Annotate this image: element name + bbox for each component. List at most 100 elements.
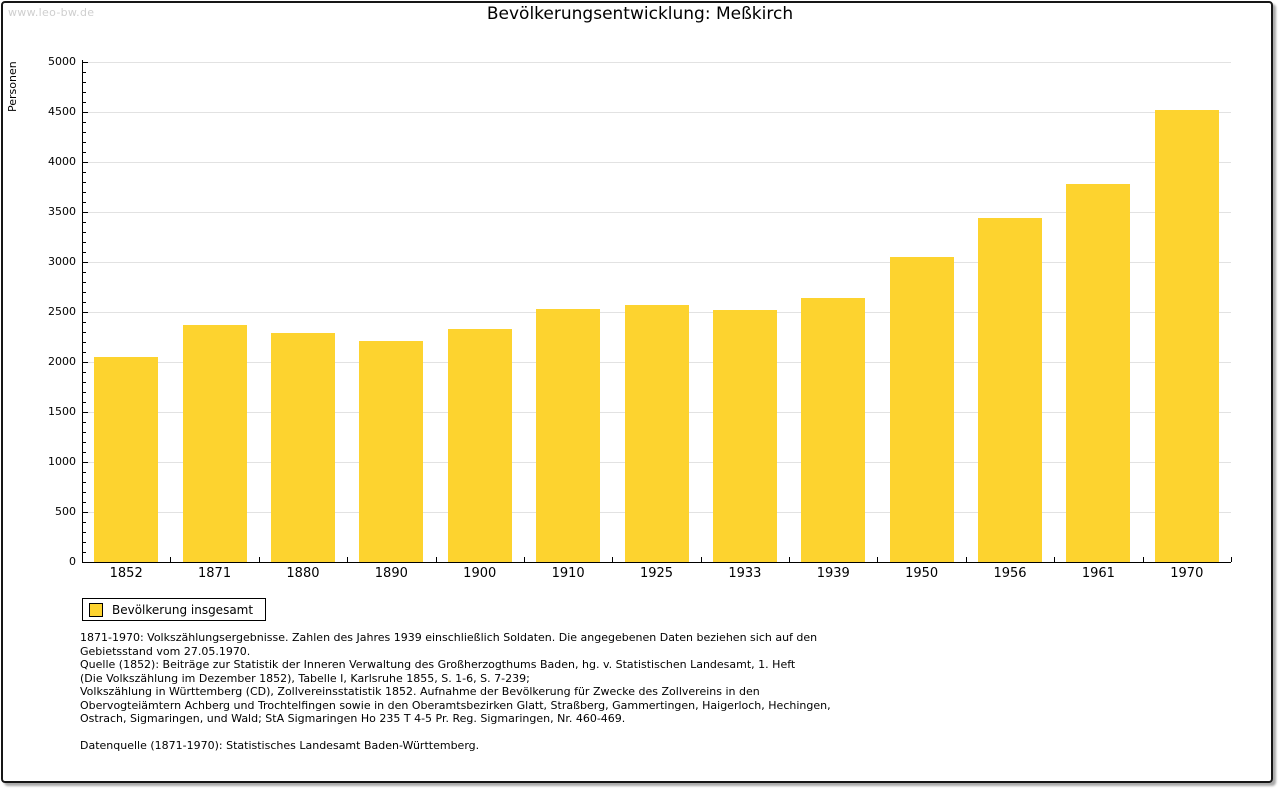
footnote-line: Volkszählung in Württemberg (CD), Zollve… xyxy=(80,685,760,698)
x-tick xyxy=(435,557,437,562)
y-minor-tick xyxy=(83,172,86,173)
x-tick-label: 1961 xyxy=(1081,566,1115,581)
y-minor-tick xyxy=(83,422,86,423)
y-minor-tick xyxy=(83,542,86,543)
y-axis-line xyxy=(82,60,83,562)
y-tick-label: 500 xyxy=(55,505,76,518)
y-tick-label: 1000 xyxy=(48,455,76,468)
x-tick xyxy=(1054,557,1056,562)
y-major-tick xyxy=(83,462,88,463)
y-minor-tick xyxy=(83,292,86,293)
y-major-tick xyxy=(83,62,88,63)
y-minor-tick xyxy=(83,282,86,283)
bar-1933 xyxy=(712,309,777,562)
y-minor-tick xyxy=(83,452,86,453)
y-major-tick xyxy=(83,112,88,113)
y-minor-tick xyxy=(83,442,86,443)
y-minor-tick xyxy=(83,472,86,473)
y-major-tick xyxy=(83,162,88,163)
y-minor-tick xyxy=(83,252,86,253)
y-minor-tick xyxy=(83,492,86,493)
y-tick-label: 1500 xyxy=(48,405,76,418)
y-minor-tick xyxy=(83,322,86,323)
x-tick xyxy=(1231,557,1232,562)
bar-1961 xyxy=(1066,183,1131,562)
x-tick-label: 1933 xyxy=(728,566,762,581)
bar-1890 xyxy=(359,340,424,562)
y-tick-label: 5000 xyxy=(48,55,76,68)
x-tick-label: 1880 xyxy=(286,566,320,581)
legend-label: Bevölkerung insgesamt xyxy=(112,602,254,617)
x-tick xyxy=(612,557,614,562)
y-minor-tick xyxy=(83,132,86,133)
x-tick-label: 1939 xyxy=(816,566,850,581)
watermark-leo-bw: www.leo-bw.de xyxy=(8,6,95,19)
footnote-line: 1871-1970: Volkszählungsergebnisse. Zahl… xyxy=(80,631,818,644)
legend-box: Bevölkerung insgesamt xyxy=(82,598,267,621)
bar-1970 xyxy=(1154,109,1219,562)
x-tick-label: 1871 xyxy=(198,566,232,581)
y-minor-tick xyxy=(83,232,86,233)
y-minor-tick xyxy=(83,502,86,503)
y-minor-tick xyxy=(83,272,86,273)
footnote-datasource: Datenquelle (1871-1970): Statistisches L… xyxy=(80,739,480,752)
bar-1900 xyxy=(447,329,512,562)
y-minor-tick xyxy=(83,82,86,83)
y-minor-tick xyxy=(83,302,86,303)
y-tick-label: 3000 xyxy=(48,255,76,268)
y-major-tick xyxy=(83,362,88,363)
y-minor-tick xyxy=(83,332,86,333)
x-tick-label: 1890 xyxy=(374,566,408,581)
y-minor-tick xyxy=(83,532,86,533)
y-minor-tick xyxy=(83,122,86,123)
y-minor-tick xyxy=(83,202,86,203)
y-minor-tick xyxy=(83,482,86,483)
y-minor-tick xyxy=(83,142,86,143)
y-major-tick xyxy=(83,412,88,413)
x-tick xyxy=(700,557,702,562)
footnotes: 1871-1970: Volkszählungsergebnisse. Zahl… xyxy=(80,631,910,753)
y-minor-tick xyxy=(83,242,86,243)
y-tick-label: 2000 xyxy=(48,355,76,368)
y-minor-tick xyxy=(83,72,86,73)
y-minor-tick xyxy=(83,352,86,353)
x-tick xyxy=(965,557,967,562)
y-minor-tick xyxy=(83,342,86,343)
x-axis-line xyxy=(82,562,1231,563)
x-tick-label: 1852 xyxy=(109,566,143,581)
y-minor-tick xyxy=(83,372,86,373)
y-minor-tick xyxy=(83,192,86,193)
y-major-tick xyxy=(83,512,88,513)
y-tick-label: 0 xyxy=(69,555,76,568)
y-tick-label: 3500 xyxy=(48,205,76,218)
bar-1956 xyxy=(978,217,1043,562)
x-tick-label: 1950 xyxy=(905,566,939,581)
x-tick xyxy=(877,557,879,562)
y-tick-label: 4500 xyxy=(48,105,76,118)
y-minor-tick xyxy=(83,102,86,103)
y-minor-tick xyxy=(83,392,86,393)
bar-1880 xyxy=(270,333,335,562)
x-tick-label: 1970 xyxy=(1170,566,1204,581)
y-major-tick xyxy=(83,262,88,263)
footnote-line: Obervogteiämtern Achberg und Trochtelfin… xyxy=(80,698,831,712)
footnote-line: Gebietsstand vom 27.05.1970. xyxy=(80,644,251,658)
gridline xyxy=(82,212,1231,213)
y-tick-label: 2500 xyxy=(48,305,76,318)
gridline xyxy=(82,62,1231,63)
y-minor-tick xyxy=(83,552,86,553)
x-tick xyxy=(789,557,791,562)
y-minor-tick xyxy=(83,432,86,433)
y-minor-tick xyxy=(83,222,86,223)
x-tick-label: 1925 xyxy=(639,566,674,581)
y-tick-label: 4000 xyxy=(48,155,76,168)
bar-1852 xyxy=(94,357,159,562)
y-minor-tick xyxy=(83,382,86,383)
x-tick-label: 1910 xyxy=(551,566,585,581)
gridline xyxy=(82,162,1231,163)
y-major-tick xyxy=(83,212,88,213)
footnote-line: Ostrach, Sigmaringen, und Wald; StA Sigm… xyxy=(80,712,626,725)
x-tick-label: 1900 xyxy=(463,566,497,581)
y-minor-tick xyxy=(83,402,86,403)
